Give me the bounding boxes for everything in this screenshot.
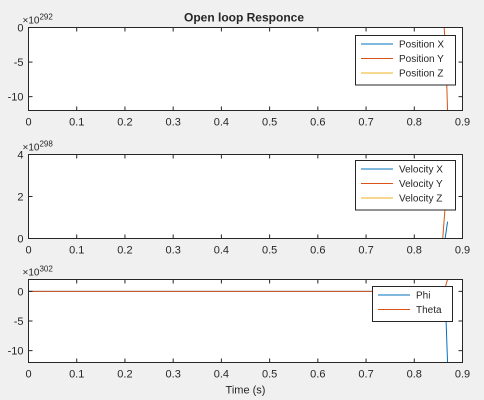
y-exponent-label: ×10298	[23, 140, 54, 154]
legend-entry: Position Y	[399, 54, 444, 65]
x-tick-label: 0.3	[166, 245, 181, 257]
y-tick-label: -5	[14, 316, 24, 328]
x-tick-label: 0.8	[407, 117, 422, 129]
figure-title: Open loop Responce	[184, 11, 304, 25]
legend-entry: Position Z	[399, 69, 443, 80]
x-tick-label: 0.2	[117, 245, 132, 257]
x-tick-label: 0	[25, 117, 31, 129]
series-line-2	[28, 200, 447, 239]
y-tick-label: -5	[14, 57, 24, 69]
legend-entry: Theta	[416, 305, 442, 316]
x-tick-label: 0.7	[358, 117, 373, 129]
x-tick-label: 0.7	[358, 245, 373, 257]
x-tick-label: 0.9	[455, 369, 470, 381]
x-tick-label: 0	[25, 369, 31, 381]
y-tick-label: -10	[8, 346, 24, 358]
y-tick-label: 4	[17, 150, 23, 162]
x-tick-label: 0.9	[455, 245, 470, 257]
x-tick-label: 0.7	[358, 369, 373, 381]
y-exponent-label: ×10302	[23, 265, 54, 279]
x-tick-label: 0.4	[214, 369, 229, 381]
x-tick-label: 0.2	[117, 117, 132, 129]
y-tick-label: 0	[17, 286, 23, 298]
legend-box	[372, 286, 453, 322]
x-tick-label: 0.1	[69, 245, 84, 257]
legend-entry: Velocity Z	[399, 194, 442, 205]
x-tick-label: 0.2	[117, 369, 132, 381]
x-tick-label: 0.5	[262, 117, 277, 129]
y-tick-label: 2	[17, 192, 23, 204]
x-tick-label: 0.5	[262, 369, 277, 381]
x-tick-label: 0.4	[214, 117, 229, 129]
y-tick-label: 0	[17, 23, 23, 35]
subplot-3: 0 0.1 0.2 0.3 0.4 0.5 0.6 0.7 0.8 0.9 0 -5 -10 ×10302…	[8, 265, 471, 397]
subplot-2: 0 0.1 0.2 0.3 0.4 0.5 0.6 0.7 0.8 0.9 0 2 4×10298 Vel…	[17, 140, 470, 257]
y-exponent-label: ×10292	[23, 13, 54, 27]
x-tick-label: 0	[25, 245, 31, 257]
x-tick-label: 0.8	[407, 369, 422, 381]
x-tick-label: 0.6	[310, 369, 325, 381]
legend-entry: Phi	[416, 291, 430, 302]
x-tick-label: 0.9	[455, 117, 470, 129]
y-tick-label: 0	[17, 234, 23, 246]
legend-entry: Velocity Y	[399, 179, 443, 190]
x-tick-label: 0.5	[262, 245, 277, 257]
legend: Position X Position Y Position Z	[355, 35, 456, 86]
x-tick-label: 0.3	[166, 117, 181, 129]
subplot-1: 0 0.1 0.2 0.3 0.4 0.5 0.6 0.7 0.8 0.9 0 -5 -10 ×10292…	[8, 13, 471, 129]
y-tick-label: -10	[8, 92, 24, 104]
axes-box	[28, 27, 463, 111]
x-tick-label: 0.8	[407, 245, 422, 257]
x-tick-label: 0.6	[310, 117, 325, 129]
x-tick-label: 0.4	[214, 245, 229, 257]
x-axis-label: Time (s)	[226, 385, 266, 397]
series-line-1	[28, 221, 449, 239]
x-tick-label: 0.3	[166, 369, 181, 381]
x-tick-label: 0.1	[69, 369, 84, 381]
legend: Velocity X Velocity Y Velocity Z	[355, 160, 456, 211]
x-tick-label: 0.6	[310, 245, 325, 257]
legend-entry: Velocity X	[399, 165, 443, 176]
x-tick-label: 0.1	[69, 117, 84, 129]
legend: Phi Theta	[372, 286, 453, 322]
legend-entry: Position X	[399, 40, 444, 51]
